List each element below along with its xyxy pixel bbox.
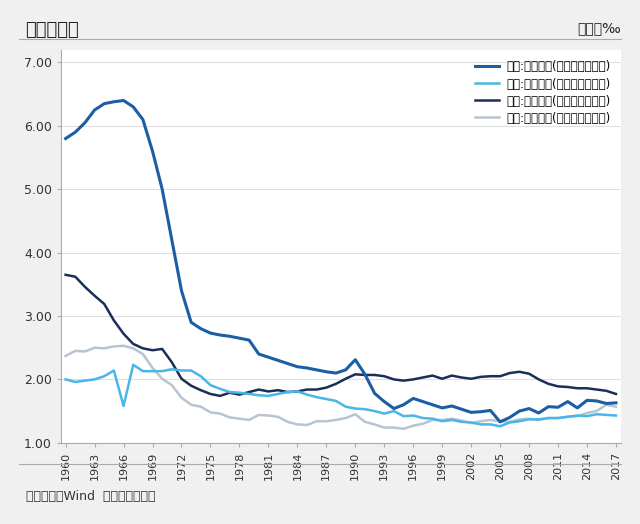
- 中国:总生育率(每名妇女生育数): [593, 398, 600, 404]
- Line: 中国:总生育率(每名妇女生育数): 中国:总生育率(每名妇女生育数): [66, 101, 616, 422]
- 美国:总生育率(每名妇女生育数): [188, 383, 195, 389]
- 德国:总生育率(每名妇女生育数): [62, 353, 70, 359]
- 美国:总生育率(每名妇女生育数): [477, 374, 484, 380]
- 日本:总生育率(每名妇女生育数): [207, 382, 214, 388]
- 日本:总生育率(每名妇女生育数): [477, 421, 484, 428]
- 中国:总生育率(每名妇女生育数): [545, 403, 552, 410]
- 美国:总生育率(每名妇女生育数): [593, 386, 600, 392]
- 日本:总生育率(每名妇女生育数): [197, 373, 205, 379]
- Line: 美国:总生育率(每名妇女生育数): 美国:总生育率(每名妇女生育数): [66, 275, 616, 396]
- Line: 日本:总生育率(每名妇女生育数): 日本:总生育率(每名妇女生育数): [66, 365, 616, 427]
- Text: 总和生育率: 总和生育率: [26, 21, 79, 39]
- 中国:总生育率(每名妇女生育数): [120, 97, 127, 104]
- 中国:总生育率(每名妇女生育数): [438, 405, 446, 411]
- 德国:总生育率(每名妇女生育数): [120, 343, 127, 349]
- 美国:总生育率(每名妇女生育数): [62, 271, 70, 278]
- 德国:总生育率(每名妇女生育数): [612, 403, 620, 410]
- 日本:总生育率(每名妇女生育数): [129, 362, 137, 368]
- Text: 资料来源：Wind  中信期货研究部: 资料来源：Wind 中信期货研究部: [26, 490, 155, 503]
- 德国:总生育率(每名妇女生育数): [593, 408, 600, 414]
- 日本:总生育率(每名妇女生育数): [496, 423, 504, 430]
- 日本:总生育率(每名妇女生育数): [612, 412, 620, 419]
- Line: 德国:总生育率(每名妇女生育数): 德国:总生育率(每名妇女生育数): [66, 346, 616, 429]
- 德国:总生育率(每名妇女生育数): [486, 417, 494, 423]
- 美国:总生育率(每名妇女生育数): [535, 376, 543, 383]
- 德国:总生育率(每名妇女生育数): [545, 415, 552, 421]
- 中国:总生育率(每名妇女生育数): [197, 325, 205, 332]
- 中国:总生育率(每名妇女生育数): [496, 419, 504, 425]
- Text: 单位：‰: 单位：‰: [577, 21, 621, 35]
- 德国:总生育率(每名妇女生育数): [207, 409, 214, 416]
- 美国:总生育率(每名妇女生育数): [612, 391, 620, 397]
- Legend: 中国:总生育率(每名妇女生育数), 日本:总生育率(每名妇女生育数), 美国:总生育率(每名妇女生育数), 德国:总生育率(每名妇女生育数): 中国:总生育率(每名妇女生育数), 日本:总生育率(每名妇女生育数), 美国:总…: [470, 56, 615, 129]
- 日本:总生育率(每名妇女生育数): [593, 411, 600, 418]
- 中国:总生育率(每名妇女生育数): [62, 135, 70, 141]
- 中国:总生育率(每名妇女生育数): [612, 400, 620, 406]
- 德国:总生育率(每名妇女生育数): [197, 403, 205, 410]
- 美国:总生育率(每名妇女生育数): [438, 376, 446, 382]
- 德国:总生育率(每名妇女生育数): [448, 416, 456, 422]
- 德国:总生育率(每名妇女生育数): [400, 425, 408, 432]
- 美国:总生育率(每名妇女生育数): [216, 392, 224, 399]
- 日本:总生育率(每名妇女生育数): [545, 415, 552, 421]
- 美国:总生育率(每名妇女生育数): [197, 387, 205, 394]
- 日本:总生育率(每名妇女生育数): [438, 418, 446, 424]
- 中国:总生育率(每名妇女生育数): [207, 330, 214, 336]
- 中国:总生育率(每名妇女生育数): [477, 409, 484, 415]
- 日本:总生育率(每名妇女生育数): [62, 376, 70, 383]
